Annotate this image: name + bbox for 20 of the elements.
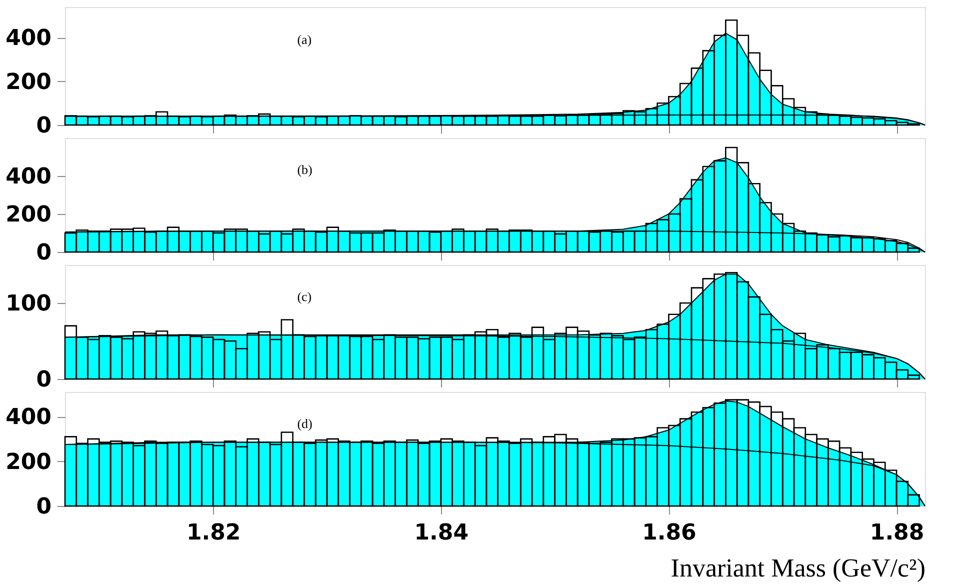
annotation: (d) [297,416,312,431]
y-tick-label: 400 [6,405,52,430]
x-tick-label: 1.82 [186,520,241,546]
x-tick-label: 1.88 [870,520,924,546]
y-tick-label: 400 [6,164,52,190]
y-tick-label: 0 [36,114,52,138]
y-tick-label: 0 [36,494,52,520]
x-tick-label: 1.86 [642,520,696,546]
annotation: (c) [297,288,312,304]
y-tick-label: 200 [6,202,52,228]
x-tick-label: 1.84 [414,520,469,546]
annotation: (b) [297,162,312,177]
y-tick-label: 0 [36,368,52,392]
y-tick-label: 200 [6,450,52,475]
x-axis-title: Invariant Mass (GeV/c²) [670,554,926,582]
y-tick-label: 200 [6,70,52,95]
annotation: (a) [297,32,312,48]
y-tick-label: 0 [36,240,52,266]
y-tick-label: 100 [6,292,52,316]
y-tick-label: 400 [6,26,52,52]
